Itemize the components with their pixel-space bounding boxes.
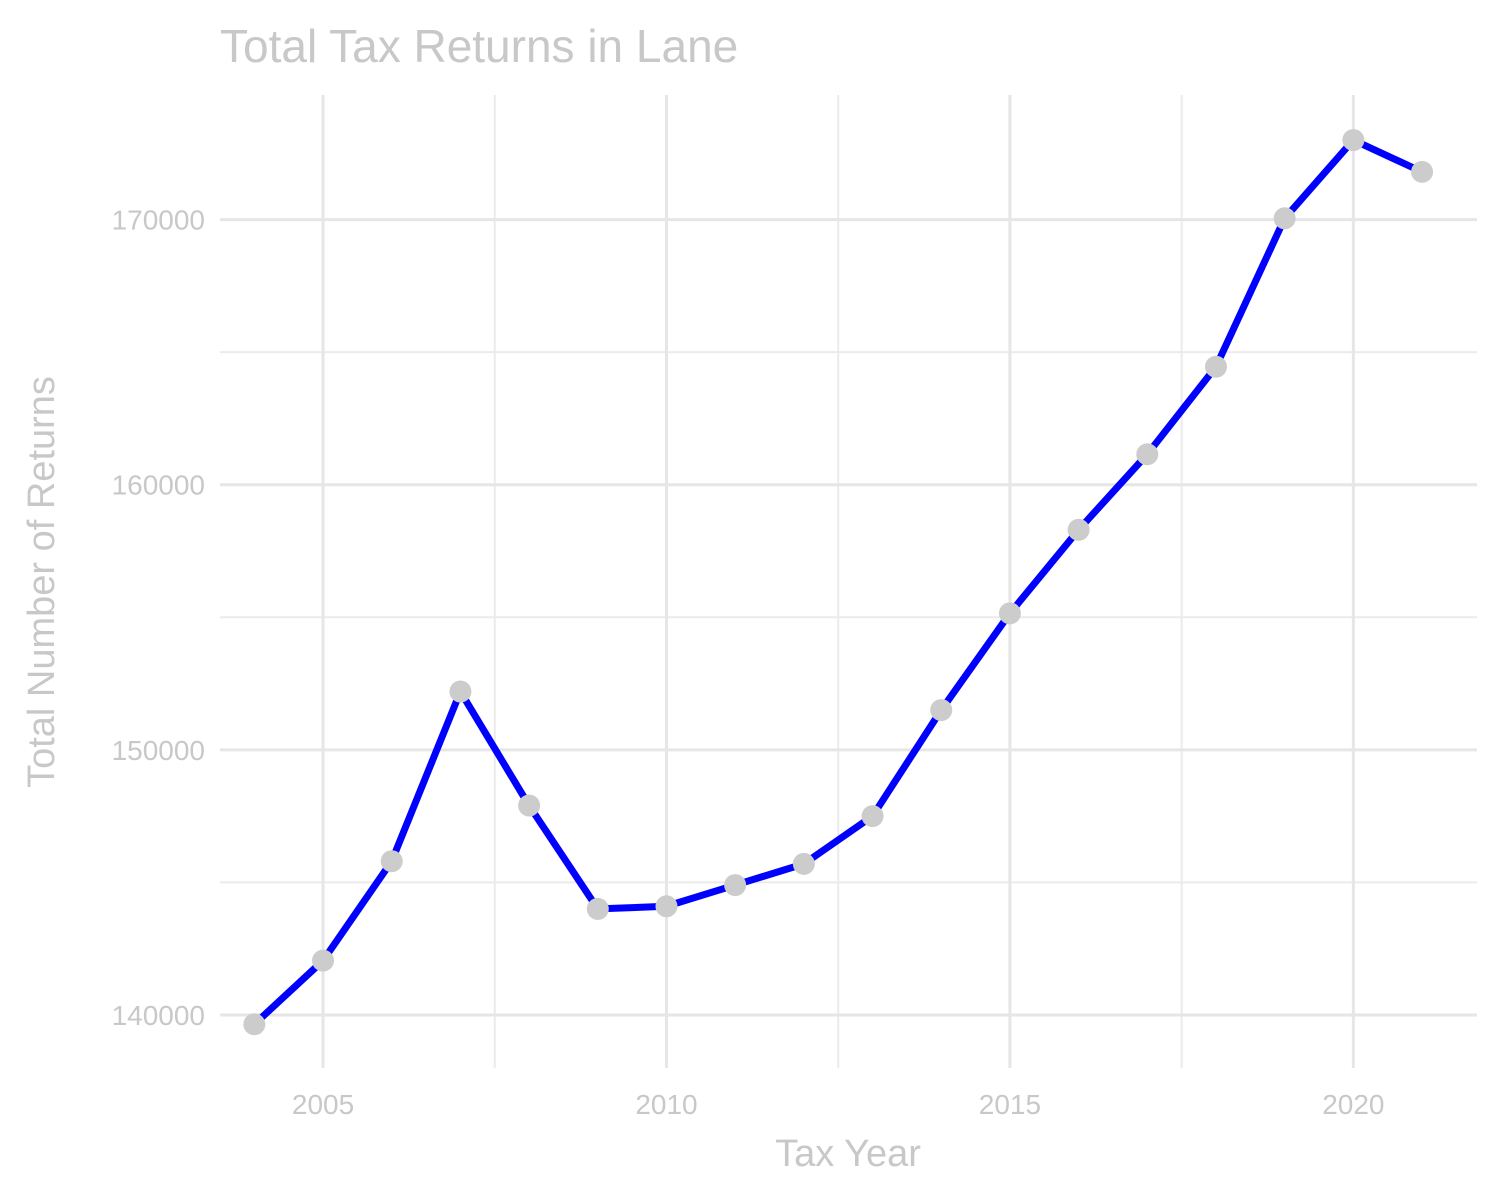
tick-labels: 140000 150000 160000 170000 2005 2010 2015 2020 bbox=[112, 205, 1385, 1120]
y-axis-title: Total Number of Returns bbox=[21, 376, 63, 788]
grid-lines bbox=[220, 95, 1477, 1068]
x-tick-label-3: 2020 bbox=[1322, 1089, 1384, 1120]
x-axis-title: Tax Year bbox=[775, 1133, 921, 1175]
y-tick-label-1: 150000 bbox=[112, 735, 205, 766]
data-point-2020 bbox=[1342, 129, 1365, 152]
x-tick-label-1: 2010 bbox=[635, 1089, 697, 1120]
data-point-2007 bbox=[449, 680, 472, 703]
series-lines bbox=[250, 136, 1426, 1028]
data-point-2016 bbox=[1067, 518, 1090, 541]
data-point-2013 bbox=[861, 805, 884, 828]
data-point-2015 bbox=[998, 602, 1021, 625]
data-point-2010 bbox=[655, 895, 678, 918]
y-tick-label-2: 160000 bbox=[112, 470, 205, 501]
x-tick-label-2: 2015 bbox=[979, 1089, 1041, 1120]
y-tick-label-3: 170000 bbox=[112, 205, 205, 236]
data-point-2021 bbox=[1411, 160, 1434, 183]
data-point-2004 bbox=[243, 1013, 266, 1036]
data-point-2005 bbox=[312, 949, 335, 972]
data-point-2012 bbox=[792, 852, 815, 875]
x-tick-label-0: 2005 bbox=[292, 1089, 354, 1120]
data-point-2011 bbox=[724, 874, 747, 897]
data-point-2006 bbox=[380, 850, 403, 873]
series-line-0 bbox=[250, 136, 1426, 1028]
data-points bbox=[243, 129, 1434, 1036]
data-point-2008 bbox=[518, 794, 541, 817]
data-point-2017 bbox=[1136, 443, 1159, 466]
y-tick-label-0: 140000 bbox=[112, 1000, 205, 1031]
chart-title: Total Tax Returns in Lane bbox=[220, 20, 738, 72]
data-point-2019 bbox=[1273, 207, 1296, 230]
data-point-2018 bbox=[1204, 355, 1227, 378]
data-point-2014 bbox=[930, 699, 953, 722]
data-point-2009 bbox=[586, 897, 609, 920]
